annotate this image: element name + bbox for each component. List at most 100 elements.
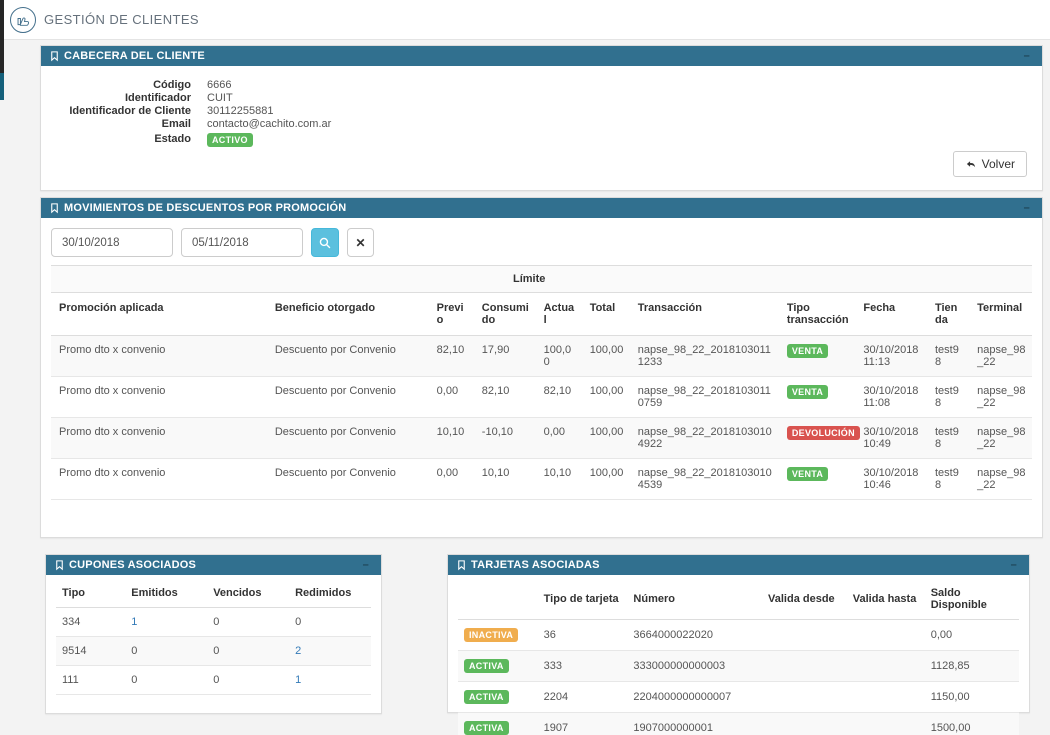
date-filter-bar: ✕ — [51, 228, 1032, 257]
col-redimidos: Redimidos — [289, 579, 371, 608]
field-codigo: Código 6666 — [41, 79, 1042, 92]
transaction-type-badge: DEVOLUCIÓN — [786, 426, 860, 440]
cell-tipo-tarjeta: 333 — [543, 660, 563, 672]
col-promocion: Promoción aplicada — [51, 292, 267, 336]
collapse-icon[interactable]: – — [1023, 50, 1030, 62]
cell-saldo: 1128,85 — [930, 660, 970, 672]
cell-consumido: 10,10 — [481, 467, 510, 479]
cell-total: 100,00 — [589, 385, 624, 397]
cell-vencidos: 0 — [213, 645, 220, 657]
field-label: Email — [161, 118, 191, 130]
panel-cards: TARJETAS ASOCIADAS – Tipo de tarjeta Núm… — [447, 554, 1030, 735]
collapse-icon[interactable]: – — [1010, 559, 1017, 571]
cell-saldo: 0,00 — [930, 629, 953, 641]
panel-coupons: CUPONES ASOCIADOS – Tipo Emitidos Vencid… — [45, 554, 382, 714]
limit-group-header-row: Límite — [51, 265, 1032, 293]
cell-terminal: napse_98_22 — [977, 426, 1026, 450]
cell-terminal: napse_98_22 — [977, 385, 1026, 409]
panel-title: MOVIMIENTOS DE DESCUENTOS POR PROMOCIÓN — [64, 202, 347, 214]
transaction-type-badge: VENTA — [786, 385, 829, 399]
cell-consumido: 82,10 — [481, 385, 510, 397]
close-icon: ✕ — [355, 235, 366, 250]
col-valida-desde: Valida desde — [762, 579, 847, 620]
cell-consumido: -10,10 — [481, 426, 513, 438]
field-identificador-cliente: Identificador de Cliente 30112255881 — [41, 105, 1042, 118]
clear-filter-button[interactable]: ✕ — [347, 228, 374, 257]
cell-previo: 0,00 — [436, 467, 459, 479]
field-estado: Estado ACTIVO — [41, 132, 1042, 147]
field-value: contacto@cachito.com.ar — [207, 118, 332, 130]
movements-columns-row: Promoción aplicada Beneficio otorgado Pr… — [51, 292, 1032, 336]
col-emitidos: Emitidos — [125, 579, 208, 608]
panel-movements-heading[interactable]: MOVIMIENTOS DE DESCUENTOS POR PROMOCIÓN … — [41, 198, 1042, 218]
collapse-icon[interactable]: – — [362, 559, 369, 571]
cell-valida-hasta — [847, 620, 925, 651]
status-badge: ACTIVO — [207, 132, 253, 147]
cell-promocion: Promo dto x convenio — [59, 426, 166, 438]
field-email: Email contacto@cachito.com.ar — [41, 118, 1042, 131]
cell-transaccion: napse_98_22_20181030110759 — [637, 385, 771, 409]
col-terminal: Terminal — [969, 292, 1032, 336]
field-label: Estado — [154, 132, 191, 145]
collapse-icon[interactable]: – — [1023, 202, 1030, 214]
cell-redimidos: 0 — [295, 616, 302, 628]
cell-consumido: 17,90 — [481, 344, 510, 356]
field-label: Código — [153, 79, 191, 91]
cell-tienda: test98 — [934, 467, 959, 491]
cell-tipo-tarjeta: 36 — [543, 629, 556, 641]
transaction-type-badge: VENTA — [786, 467, 829, 481]
cell-valida-desde — [762, 651, 847, 682]
coupons-columns-row: Tipo Emitidos Vencidos Redimidos — [56, 579, 371, 608]
col-numero: Número — [627, 579, 763, 620]
redimidos-link[interactable]: 2 — [295, 645, 302, 657]
table-row: 334 1 0 0 — [56, 608, 371, 637]
date-from-input[interactable] — [51, 228, 173, 257]
panel-cards-heading[interactable]: TARJETAS ASOCIADAS – — [448, 555, 1029, 575]
cards-table: Tipo de tarjeta Número Valida desde Vali… — [458, 579, 1019, 735]
cell-valida-hasta — [847, 682, 925, 713]
panel-client-heading[interactable]: CABECERA DEL CLIENTE – — [41, 46, 1042, 66]
back-button[interactable]: Volver — [952, 151, 1027, 177]
cell-fecha: 30/10/2018 10:49 — [863, 426, 919, 450]
transaction-type-badge: VENTA — [786, 344, 829, 358]
app-header: GESTIÓN DE CLIENTES — [0, 0, 1050, 40]
table-row: Promo dto x convenio Descuento por Conve… — [51, 335, 1032, 377]
cell-transaccion: napse_98_22_20181030111233 — [637, 344, 771, 368]
field-label: Identificador — [124, 92, 191, 104]
cell-previo: 82,10 — [436, 344, 465, 356]
search-icon — [319, 237, 331, 248]
cell-valida-desde — [762, 713, 847, 735]
table-row: INACTIVA 36 3664000022020 0,00 — [458, 620, 1019, 651]
cell-fecha: 30/10/2018 11:13 — [863, 344, 919, 368]
card-status-badge: INACTIVA — [464, 628, 519, 642]
search-button[interactable] — [311, 228, 339, 257]
cell-emitidos: 0 — [131, 645, 138, 657]
field-value: CUIT — [207, 92, 233, 104]
reply-arrow-icon — [966, 160, 975, 167]
col-saldo-disponible: Saldo Disponible — [924, 579, 1019, 620]
col-transaccion: Transacción — [629, 292, 779, 336]
cell-valida-hasta — [847, 651, 925, 682]
date-to-input[interactable] — [181, 228, 303, 257]
bottom-panels-row: CUPONES ASOCIADOS – Tipo Emitidos Vencid… — [45, 554, 1043, 735]
panel-title: CABECERA DEL CLIENTE — [64, 50, 205, 62]
cell-fecha: 30/10/2018 10:46 — [863, 467, 919, 491]
table-row: ACTIVA 2204 2204000000000007 1150,00 — [458, 682, 1019, 713]
cell-transaccion: napse_98_22_20181030104539 — [637, 467, 772, 491]
movements-table: Límite Promoción aplicada Beneficio otor… — [51, 265, 1032, 500]
cell-vencidos: 0 — [213, 674, 220, 686]
panel-movements: MOVIMIENTOS DE DESCUENTOS POR PROMOCIÓN … — [40, 197, 1043, 538]
thumbs-up-icon — [10, 6, 36, 33]
table-row: ACTIVA 1907 1907000000001 1500,00 — [458, 712, 1019, 735]
col-tipo-transaccion: Tipo transacción — [778, 292, 856, 336]
panel-coupons-heading[interactable]: CUPONES ASOCIADOS – — [46, 555, 381, 575]
field-value: 6666 — [207, 79, 232, 91]
table-row: Promo dto x convenio Descuento por Conve… — [51, 417, 1032, 459]
bookmark-icon — [49, 50, 60, 62]
emitidos-link[interactable]: 1 — [131, 616, 138, 628]
cell-promocion: Promo dto x convenio — [59, 344, 166, 356]
redimidos-link[interactable]: 1 — [295, 674, 302, 686]
bookmark-icon — [456, 559, 467, 571]
cell-actual: 0,00 — [543, 426, 566, 438]
cell-numero: 1907000000001 — [633, 722, 713, 734]
